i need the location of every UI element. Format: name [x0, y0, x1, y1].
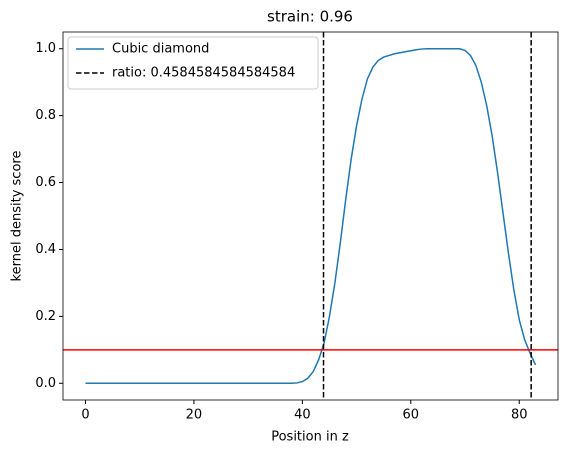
plot-frame [62, 31, 559, 401]
legend-label: ratio: 0.4584584584584584 [112, 66, 295, 81]
x-axis-label: Position in z [271, 430, 349, 445]
y-tick-label: 0.0 [35, 376, 56, 391]
legend-box [67, 36, 319, 90]
x-tick-label: 0 [81, 408, 89, 423]
x-tick-label: 40 [294, 408, 311, 423]
y-tick-label: 1.0 [35, 41, 56, 56]
chart-title: strain: 0.96 [267, 8, 353, 26]
y-tick-label: 0.8 [35, 108, 56, 123]
legend-label: Cubic diamond [112, 42, 209, 57]
x-tick-label: 60 [403, 408, 420, 423]
y-tick-label: 0.4 [35, 242, 56, 257]
x-tick-label: 80 [511, 408, 528, 423]
data-line [85, 47, 537, 385]
y-tick-label: 0.6 [35, 175, 56, 190]
y-axis-label: kernel density score [10, 151, 25, 282]
x-tick-label: 20 [186, 408, 203, 423]
y-tick-label: 0.2 [35, 309, 56, 324]
